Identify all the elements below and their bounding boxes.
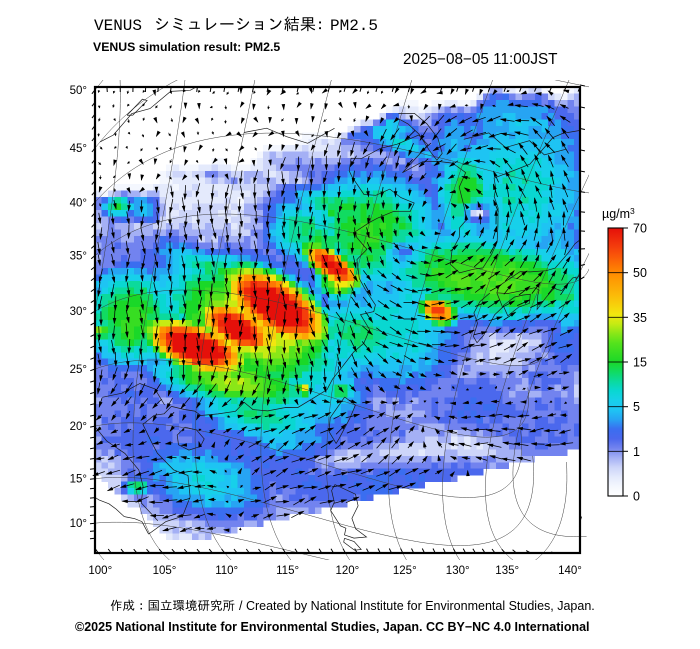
svg-text:125°: 125° <box>393 565 417 577</box>
svg-text:20°: 20° <box>70 421 87 433</box>
svg-text:135°: 135° <box>495 565 519 577</box>
svg-text:50°: 50° <box>70 85 87 97</box>
svg-text:35°: 35° <box>70 251 87 263</box>
svg-text:15: 15 <box>633 356 647 370</box>
svg-text:15°: 15° <box>70 474 87 486</box>
svg-text:25°: 25° <box>70 364 87 376</box>
svg-text:/ Created by National Institut: / Created by National Institute for Envi… <box>239 599 595 613</box>
svg-text:115°: 115° <box>276 565 299 577</box>
svg-text:35: 35 <box>633 311 647 325</box>
svg-text:©2025 National Institute for E: ©2025 National Institute for Environment… <box>75 620 590 634</box>
svg-text:PM2.5: PM2.5 <box>330 17 378 35</box>
svg-text:70: 70 <box>633 222 647 236</box>
svg-text:1: 1 <box>633 445 640 459</box>
svg-text:110°: 110° <box>215 565 238 577</box>
svg-text:120°: 120° <box>336 565 360 577</box>
svg-text:45°: 45° <box>70 143 87 155</box>
svg-text:50: 50 <box>633 266 647 280</box>
svg-text:VENUS: VENUS <box>94 17 142 35</box>
svg-text:10°: 10° <box>70 518 87 530</box>
svg-text:40°: 40° <box>70 197 87 209</box>
svg-text:2025−08−05 11:00JST: 2025−08−05 11:00JST <box>403 51 558 68</box>
svg-text:130°: 130° <box>446 565 470 577</box>
svg-text:105°: 105° <box>153 565 177 577</box>
svg-text:100°: 100° <box>88 565 112 577</box>
svg-text:140°: 140° <box>558 565 582 577</box>
svg-text:VENUS simulation result: PM2.5: VENUS simulation result: PM2.5 <box>93 40 280 54</box>
svg-text:5: 5 <box>633 400 640 414</box>
svg-text:µg/m3: µg/m3 <box>602 206 635 221</box>
svg-text:30°: 30° <box>70 306 87 318</box>
svg-text:0: 0 <box>633 490 640 504</box>
